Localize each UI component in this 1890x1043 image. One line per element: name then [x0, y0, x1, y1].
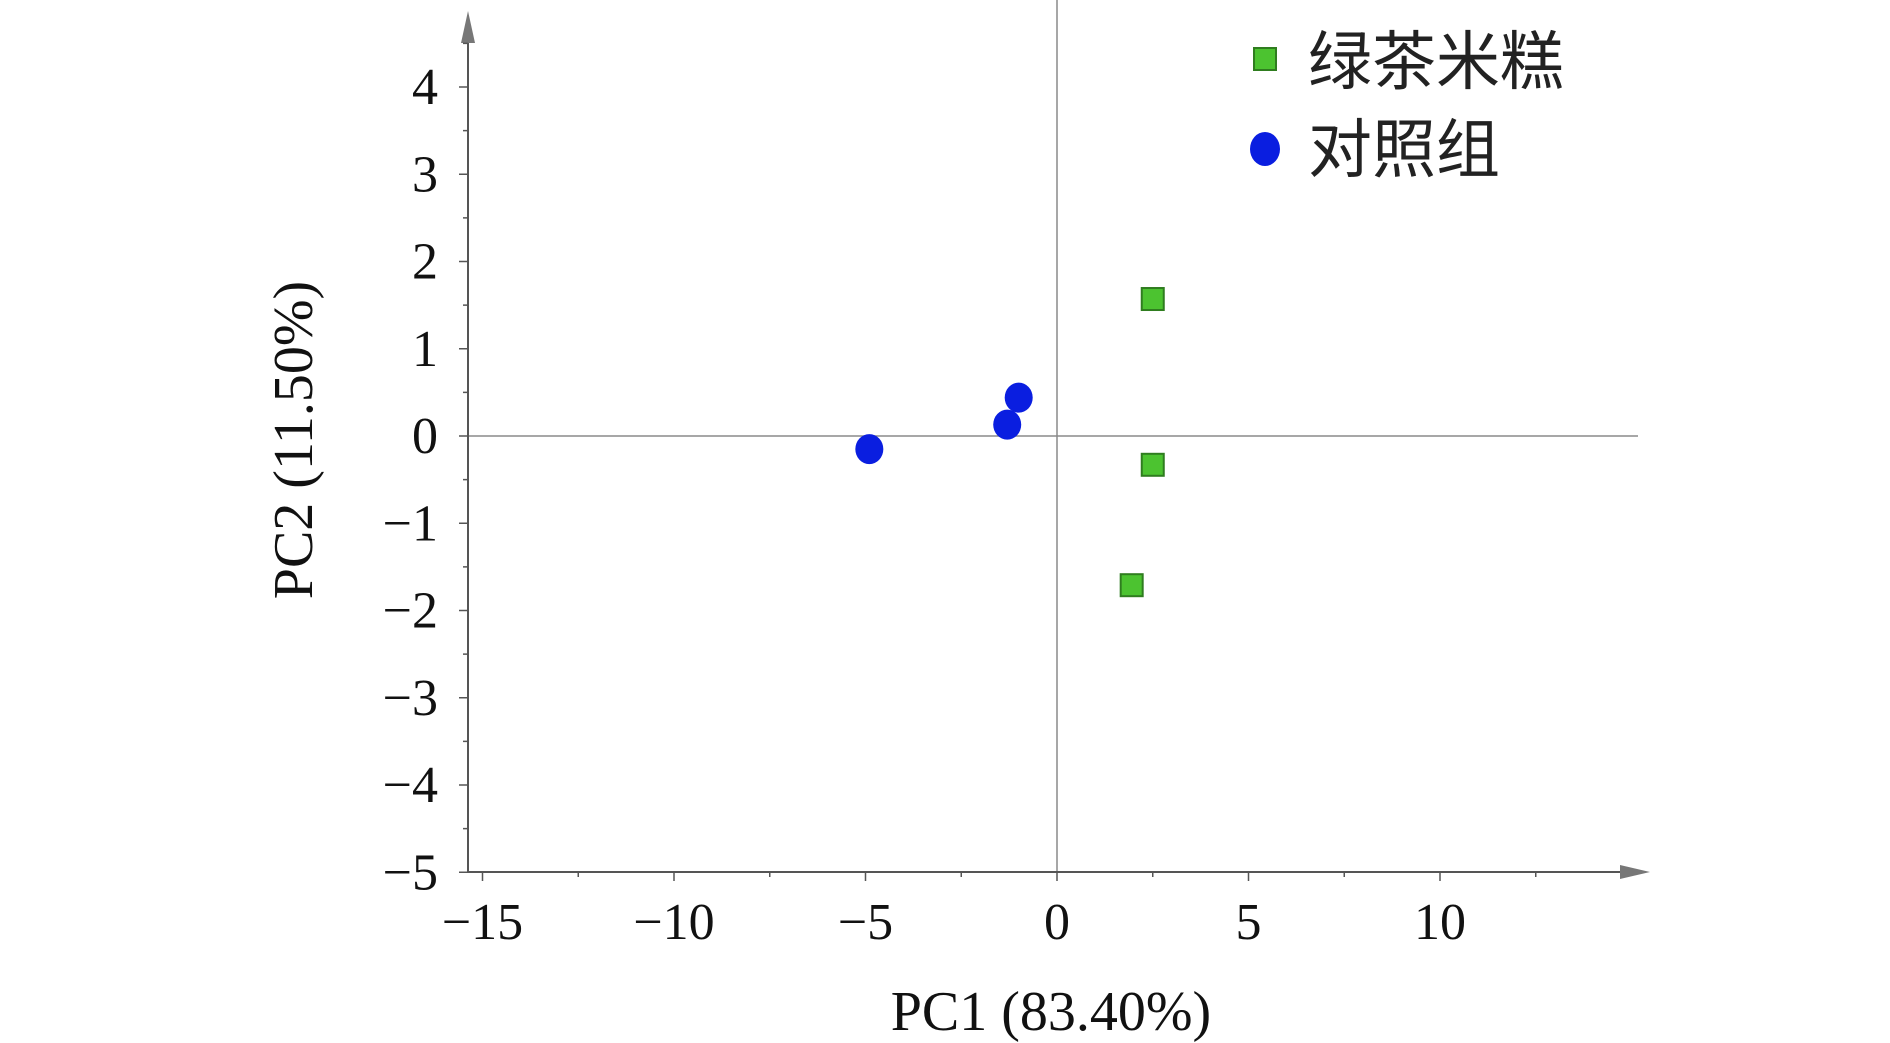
y-axis-arrow: [461, 11, 475, 43]
y-tick-label: −2: [383, 583, 438, 640]
y-tick-label: −3: [383, 670, 438, 727]
zero-lines: [468, 0, 1638, 872]
x-axis-arrow: [1620, 865, 1650, 879]
legend-marker-control: [1250, 132, 1280, 166]
y-tick-label: 3: [412, 146, 438, 203]
y-tick-label: 2: [412, 234, 438, 291]
y-tick-label: 1: [412, 321, 438, 378]
x-axis-title: PC1 (83.40%): [891, 981, 1211, 1043]
y-tick-label: 0: [412, 408, 438, 465]
legend: 绿茶米糕 对照组: [1250, 26, 1564, 188]
green-tea-point: [1140, 452, 1165, 477]
legend-label-control: 对照组: [1308, 114, 1500, 188]
x-tick-label: 5: [1236, 894, 1262, 951]
data-points: [855, 287, 1165, 598]
control-point: [855, 434, 884, 465]
x-tick-label: 10: [1414, 894, 1466, 951]
x-tick-label: −5: [838, 894, 893, 951]
x-tick-label: −10: [633, 894, 714, 951]
legend-marker-green-tea: [1253, 47, 1277, 71]
x-tick-label: 0: [1044, 894, 1070, 951]
green-tea-point: [1140, 287, 1165, 312]
green-tea-point: [1119, 573, 1144, 598]
y-tick-label: −4: [383, 757, 438, 814]
control-point: [993, 409, 1022, 440]
legend-label-green-tea: 绿茶米糕: [1308, 26, 1564, 100]
axes: [461, 11, 1650, 879]
y-axis-title: PC2 (11.50%): [263, 281, 325, 599]
x-tick-label: −15: [442, 894, 523, 951]
y-tick-label: 4: [412, 59, 438, 116]
y-tick-label: −5: [383, 844, 438, 901]
ticks: [459, 42, 1537, 881]
control-point: [1004, 382, 1033, 413]
y-tick-label: −1: [383, 495, 438, 552]
